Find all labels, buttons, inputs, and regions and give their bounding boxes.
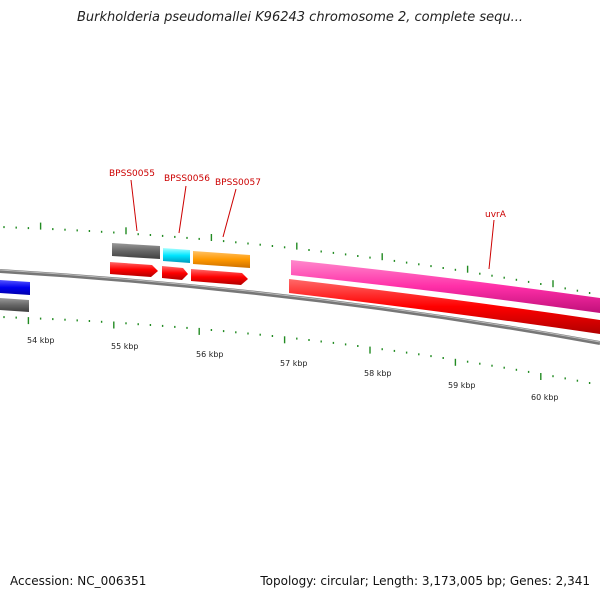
gene-feature-gray-left[interactable] (0, 298, 29, 312)
cds-uvra[interactable] (289, 279, 600, 334)
gene-label-bpss0055[interactable]: BPSS0055 (109, 169, 155, 179)
gene-feature-gray[interactable] (112, 243, 160, 259)
gene-label-uvra[interactable]: uvrA (485, 210, 507, 220)
scale-label-54kbp: 54 kbp (27, 336, 55, 345)
chromosome-backbone (0, 269, 600, 345)
scale-label-56kbp: 56 kbp (196, 350, 224, 359)
gene-feature-cyan[interactable] (163, 248, 190, 263)
gene-label-bpss0056[interactable]: BPSS0056 (164, 174, 210, 184)
callout-line-uvra (488, 219, 495, 270)
scale-label-60kbp: 60 kbp (531, 393, 559, 402)
lower-tick-ring (3, 316, 591, 384)
gene-feature-blue[interactable] (0, 280, 30, 295)
cds-arrow-bpss0057[interactable] (191, 269, 248, 285)
callout-line-bpss0057 (222, 188, 237, 238)
gene-feature-orange[interactable] (193, 251, 250, 268)
genome-summary-text: Topology: circular; Length: 3,173,005 bp… (260, 574, 590, 588)
cds-arrow-bpss0056[interactable] (162, 266, 188, 280)
gene-label-bpss0057[interactable]: BPSS0057 (215, 178, 261, 188)
scale-label-55kbp: 55 kbp (111, 342, 139, 351)
callout-line-bpss0056 (178, 185, 187, 234)
map-title: Burkholderia pseudomallei K96243 chromos… (76, 10, 524, 25)
scale-label-58kbp: 58 kbp (364, 369, 392, 378)
accession-text: Accession: NC_006351 (10, 574, 147, 588)
callout-line-bpss0055 (130, 179, 138, 232)
upper-tick-ring (3, 222, 591, 294)
gene-feature-uvra[interactable] (291, 260, 600, 313)
scale-label-57kbp: 57 kbp (280, 359, 308, 368)
scale-label-59kbp: 59 kbp (448, 381, 476, 390)
cds-arrow-bpss0055[interactable] (110, 262, 158, 277)
